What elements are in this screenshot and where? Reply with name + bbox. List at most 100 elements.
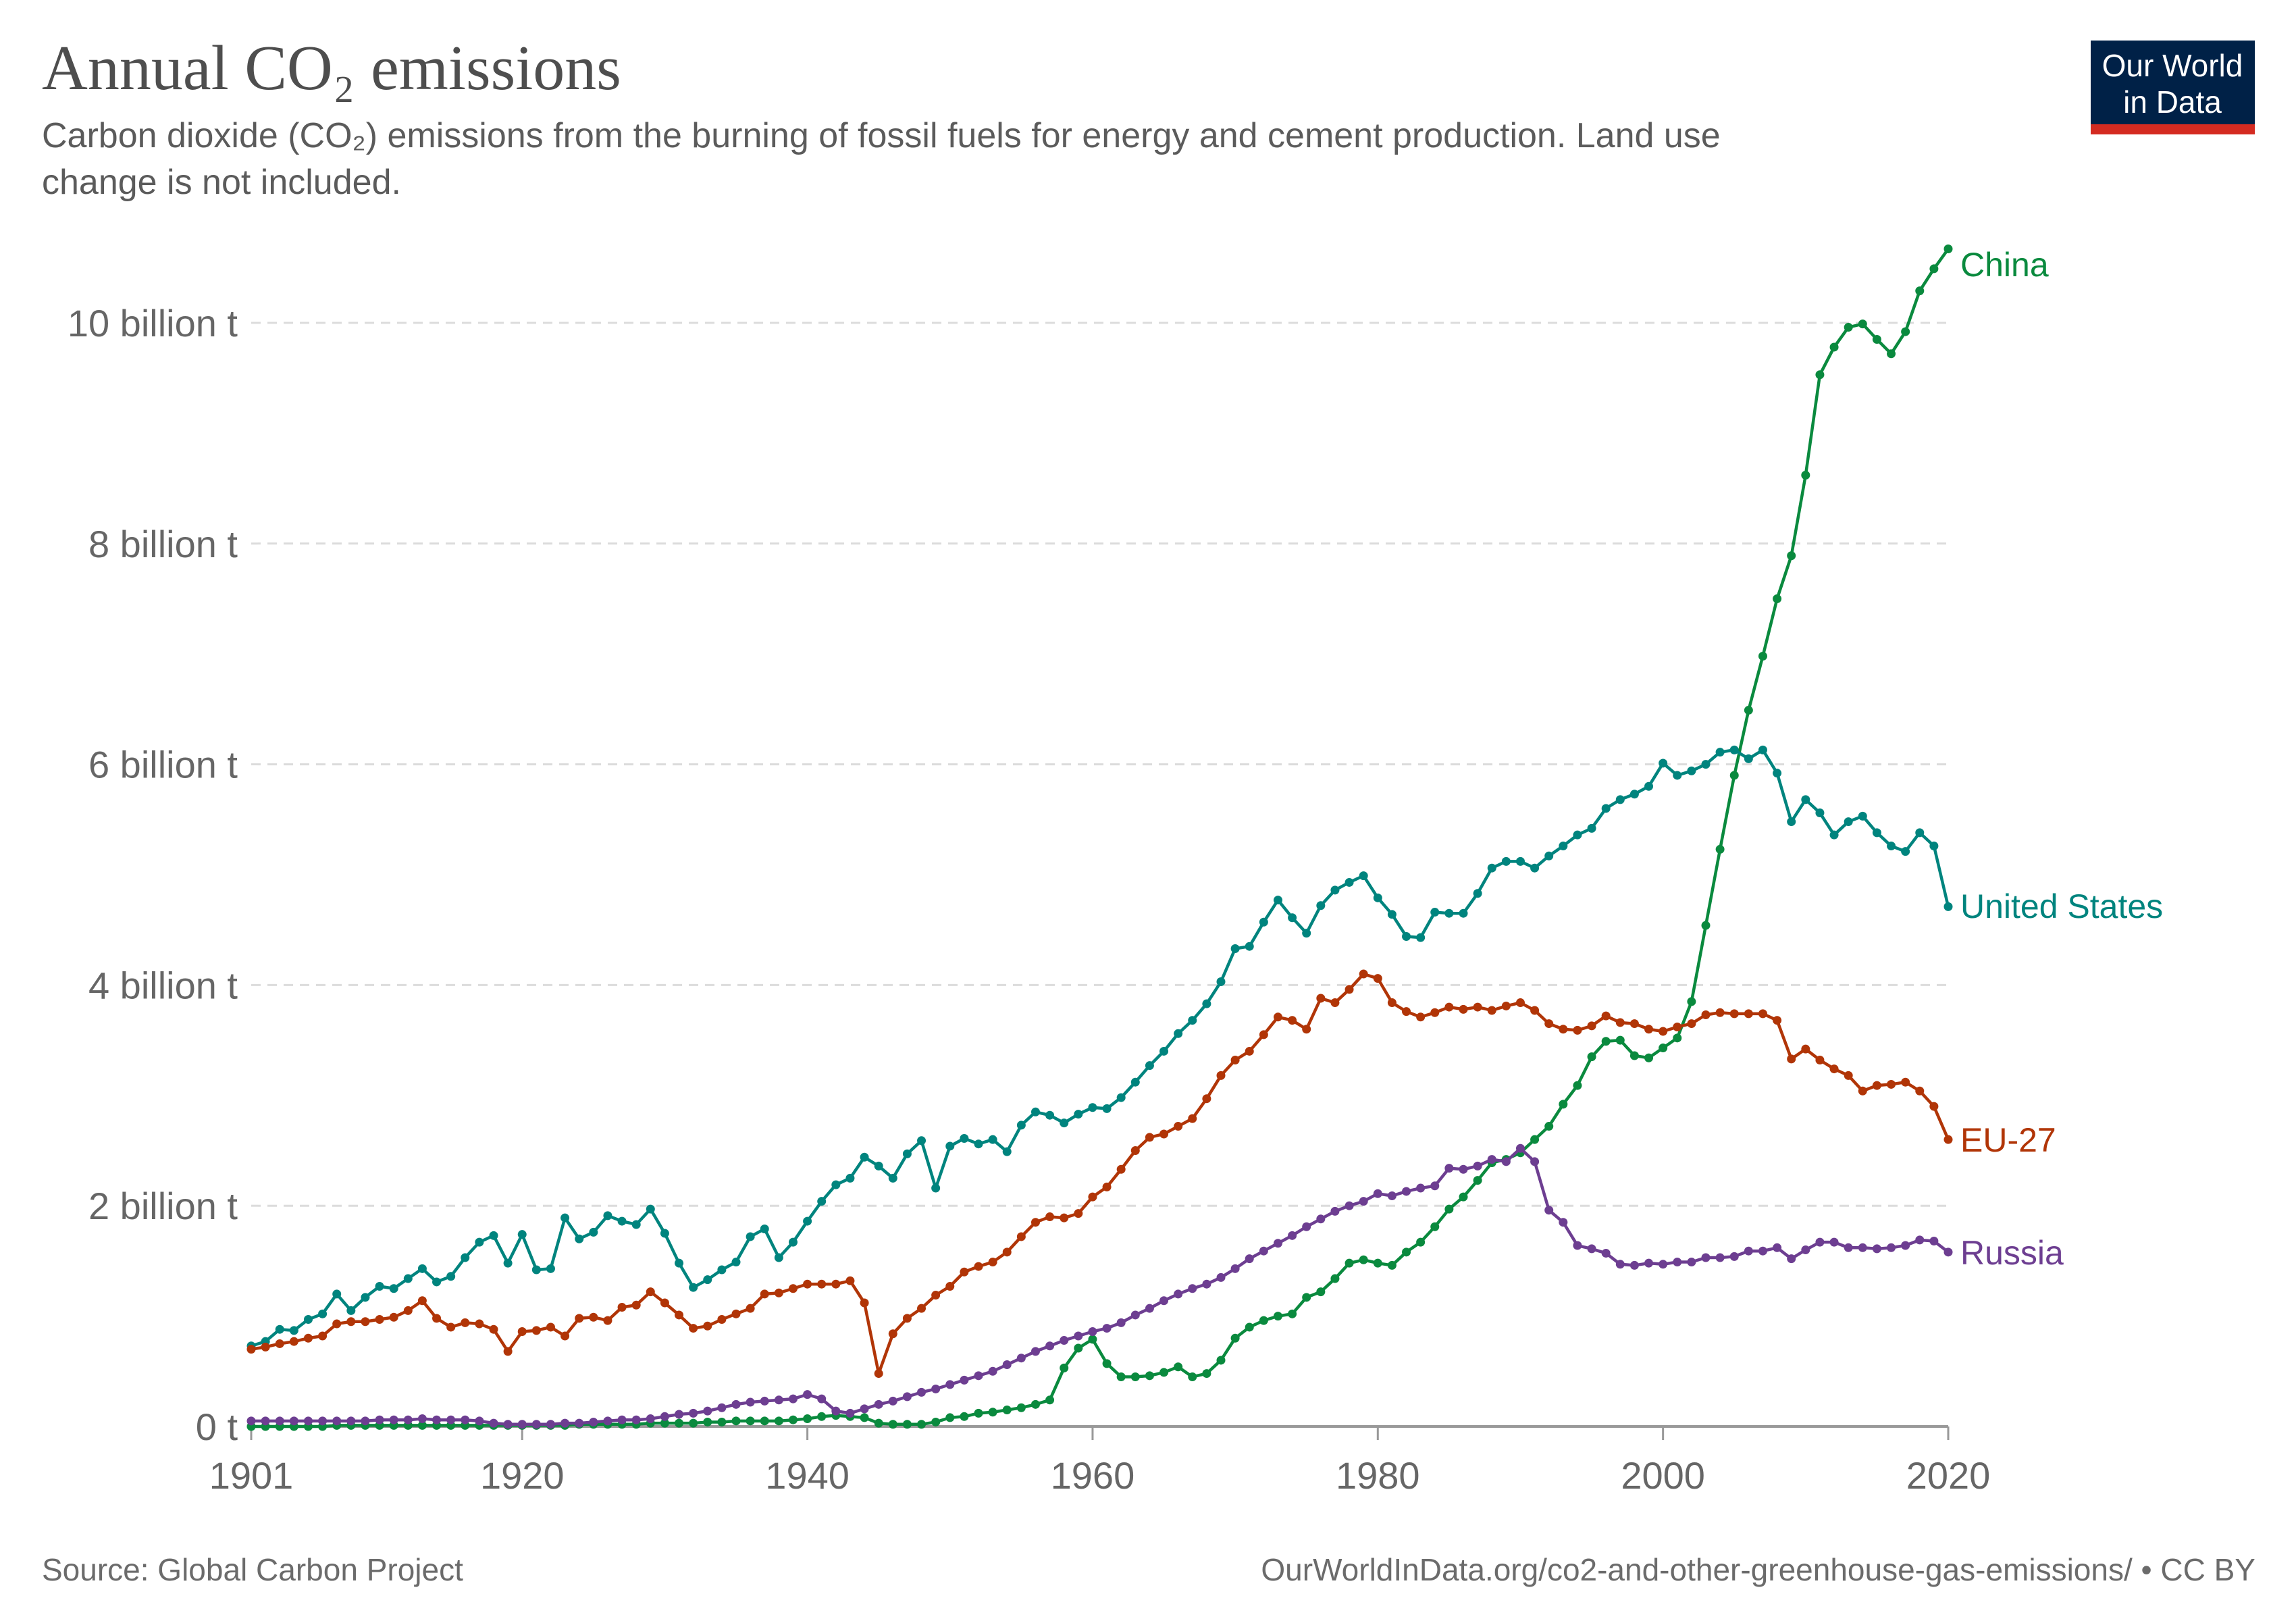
- data-point: [831, 1180, 841, 1189]
- x-tick-label: 1901: [209, 1454, 294, 1497]
- data-point: [631, 1300, 641, 1310]
- data-point: [817, 1394, 827, 1404]
- data-point: [1330, 998, 1340, 1008]
- data-point: [1430, 908, 1440, 917]
- data-point: [1573, 830, 1582, 840]
- data-point: [746, 1397, 755, 1407]
- data-point: [1787, 551, 1796, 561]
- data-point: [1544, 851, 1554, 860]
- data-point: [1259, 1316, 1268, 1325]
- data-point: [1844, 323, 1853, 332]
- data-point: [646, 1204, 655, 1214]
- data-point: [1102, 1104, 1112, 1113]
- data-point: [246, 1345, 256, 1354]
- data-point: [560, 1213, 570, 1223]
- data-point: [503, 1258, 513, 1268]
- data-point: [1387, 1191, 1397, 1200]
- data-point: [1615, 1018, 1625, 1027]
- data-point: [1230, 1056, 1240, 1065]
- data-point: [1943, 1247, 1953, 1257]
- data-point: [1359, 871, 1368, 881]
- data-point: [1130, 1372, 1140, 1381]
- data-point: [1002, 1147, 1012, 1156]
- data-point: [1587, 1021, 1596, 1031]
- data-point: [432, 1314, 442, 1323]
- data-point: [760, 1289, 769, 1299]
- data-point: [874, 1399, 883, 1409]
- data-point: [461, 1253, 470, 1262]
- data-point: [646, 1414, 655, 1424]
- data-point: [1088, 1192, 1097, 1202]
- data-point: [1858, 1243, 1867, 1252]
- data-point: [1615, 1035, 1625, 1045]
- data-point: [774, 1253, 783, 1262]
- data-point: [546, 1322, 555, 1332]
- data-point: [1359, 1255, 1368, 1264]
- data-point: [1402, 932, 1411, 942]
- data-point: [931, 1417, 941, 1426]
- data-point: [1188, 1114, 1197, 1123]
- data-point: [1430, 1181, 1440, 1191]
- data-point: [1573, 1025, 1582, 1035]
- data-point: [517, 1420, 527, 1429]
- data-point: [1644, 1258, 1654, 1268]
- source-url-link[interactable]: OurWorldInData.org/co2-and-other-greenho…: [1261, 1552, 2255, 1587]
- data-point: [1701, 1253, 1711, 1262]
- data-point: [261, 1416, 270, 1426]
- data-point: [403, 1306, 413, 1315]
- data-point: [1801, 795, 1810, 804]
- data-point: [1302, 929, 1311, 938]
- data-point: [1601, 1011, 1611, 1021]
- series-label: EU-27: [1960, 1121, 2056, 1159]
- data-point: [1701, 921, 1711, 930]
- data-point: [346, 1416, 356, 1426]
- data-point: [874, 1161, 883, 1170]
- data-point: [1130, 1146, 1140, 1155]
- owid-logo[interactable]: Our World in Data: [2091, 41, 2255, 134]
- data-point: [1901, 1077, 1910, 1087]
- data-point: [1359, 1197, 1368, 1206]
- data-point: [845, 1276, 855, 1285]
- data-point: [1174, 1362, 1183, 1372]
- data-point: [1402, 1007, 1411, 1017]
- data-point: [1559, 1025, 1568, 1034]
- x-tick-label: 1960: [1051, 1454, 1135, 1497]
- data-point: [1659, 1027, 1668, 1036]
- data-point: [289, 1416, 298, 1426]
- data-point: [1887, 1243, 1896, 1252]
- x-tick-label: 1980: [1336, 1454, 1420, 1497]
- data-point: [1729, 1252, 1739, 1261]
- data-point: [860, 1413, 869, 1422]
- data-point: [703, 1417, 712, 1426]
- data-point: [1644, 781, 1654, 791]
- data-point: [1130, 1310, 1140, 1320]
- data-point: [845, 1173, 855, 1183]
- series-line: [251, 248, 1950, 1429]
- data-point: [1673, 1258, 1682, 1267]
- data-point: [1216, 977, 1226, 986]
- x-tick-label: 1940: [765, 1454, 850, 1497]
- data-point: [417, 1296, 427, 1306]
- data-point: [1530, 863, 1540, 873]
- data-point: [1515, 1143, 1525, 1153]
- data-point: [1302, 1025, 1311, 1034]
- series-label: China: [1960, 246, 2049, 284]
- data-point: [346, 1306, 356, 1315]
- data-point: [575, 1418, 584, 1428]
- data-point: [646, 1287, 655, 1297]
- data-point: [1701, 1010, 1711, 1020]
- data-point: [817, 1279, 827, 1289]
- data-point: [546, 1264, 555, 1273]
- data-point: [1216, 1071, 1226, 1080]
- data-point: [1202, 999, 1211, 1008]
- data-point: [1030, 1218, 1040, 1227]
- data-point: [1573, 1241, 1582, 1250]
- data-point: [1901, 1241, 1910, 1250]
- data-point: [888, 1420, 897, 1429]
- data-point: [361, 1416, 370, 1426]
- data-point: [1060, 1213, 1069, 1223]
- data-point: [817, 1197, 827, 1206]
- logo-red-band: [2091, 124, 2255, 134]
- data-point: [960, 1134, 969, 1143]
- data-point: [988, 1408, 997, 1417]
